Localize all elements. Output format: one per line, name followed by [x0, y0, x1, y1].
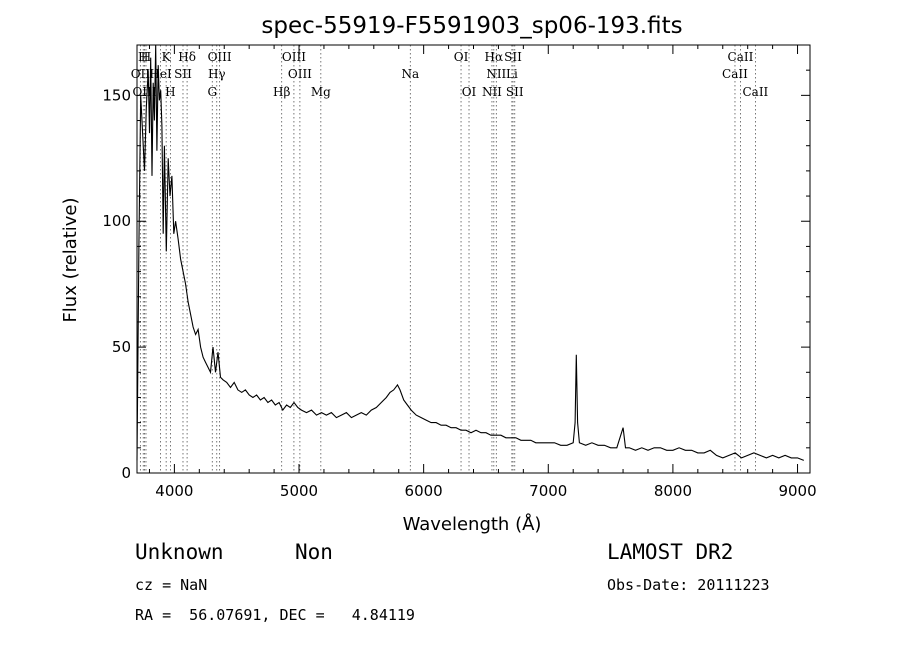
spectral-line-label: CaII [728, 50, 754, 64]
spectral-line-label: NII [482, 85, 502, 99]
y-tick-label: 150 [102, 86, 131, 104]
spectral-line-label: H [138, 50, 148, 64]
spectral-line-label: SII [506, 85, 524, 99]
spectral-line-label: CaII [742, 85, 768, 99]
spectral-line-label: HeI [149, 67, 172, 81]
x-tick-label: 9000 [778, 482, 816, 500]
x-tick-label: 7000 [529, 482, 567, 500]
spectral-line-label: NII [486, 67, 506, 81]
x-axis-label: Wavelength (Å) [403, 513, 542, 535]
spectral-line-label: OI [462, 85, 477, 99]
spectral-line-label: H [141, 50, 151, 64]
plot-frame [136, 44, 811, 474]
observation-date: Obs-Date: 20111223 [607, 576, 770, 594]
x-axis-ticks: 4000 5000 6000 7000 8000 9000 [148, 45, 817, 500]
spectral-line-label: Mg [311, 85, 331, 99]
chart-title: spec-55919-F5591903_sp06-193.fits [261, 13, 682, 39]
spectral-line-label: H [165, 85, 175, 99]
spectral-line-label: SII [504, 50, 522, 64]
y-tick-label: 50 [112, 338, 131, 356]
spectral-line-label: K [162, 50, 172, 64]
spectral-line-label: Li [506, 67, 518, 81]
spectral-line-label: OII [131, 67, 151, 81]
spectral-line-label: Hγ [208, 67, 226, 81]
survey-name: LAMOST DR2 [607, 540, 734, 564]
x-tick-label: 6000 [405, 482, 443, 500]
object-class: Unknown [135, 540, 224, 564]
spectrum-series-line [136, 44, 805, 461]
spectral-line-label: OIII [282, 50, 306, 64]
object-subclass: Non [295, 540, 333, 564]
spectral-line-label: CaII [722, 67, 748, 81]
y-tick-label: 0 [121, 464, 131, 482]
spectral-line-label: OIII [208, 50, 232, 64]
redshift-value: cz = NaN [135, 576, 208, 594]
coordinates: RA = 56.07691, DEC = 4.84119 [135, 606, 415, 624]
y-axis-ticks: 0 50 100 150 [102, 44, 810, 482]
spectral-line-label: OI [454, 50, 469, 64]
x-tick-label: 4000 [155, 482, 193, 500]
spectral-line-markers [139, 45, 756, 473]
spectral-line-label: Na [401, 67, 419, 81]
spectral-line-label: G [207, 85, 217, 99]
y-tick-label: 100 [102, 212, 131, 230]
x-tick-label: 5000 [280, 482, 318, 500]
x-tick-label: 8000 [654, 482, 692, 500]
spectral-line-label: Hα [485, 50, 504, 64]
spectral-line-label: SII [174, 67, 192, 81]
spectral-line-label: OIII [288, 67, 312, 81]
spectral-line-label: Hβ [273, 85, 290, 99]
y-axis-label: Flux (relative) [60, 197, 81, 322]
spectral-line-label: Hδ [178, 50, 196, 64]
